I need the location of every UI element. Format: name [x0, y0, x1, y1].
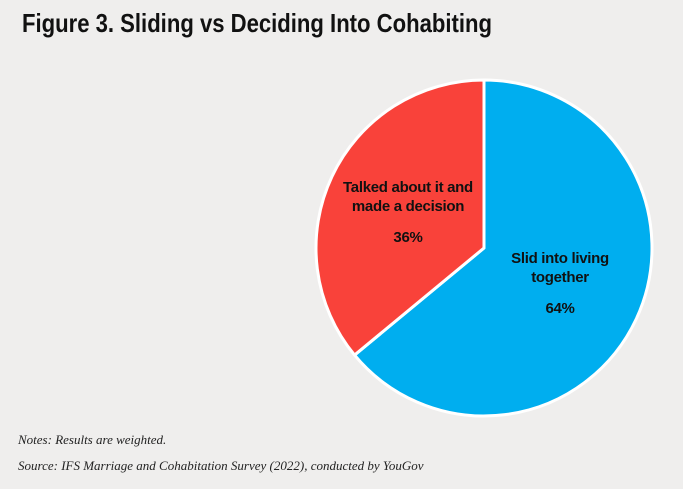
slice-label: Talked about it and made a decision 36%	[343, 178, 473, 247]
slice-category: Slid into living together	[511, 250, 609, 287]
chart-title: Figure 3. Sliding vs Deciding Into Cohab…	[22, 8, 492, 38]
pie-slice	[353, 78, 654, 418]
pie-slice	[314, 78, 486, 357]
source: Source: IFS Marriage and Cohabitation Su…	[18, 458, 424, 473]
slice-value: 36%	[393, 228, 423, 246]
note: Notes: Results are weighted.	[18, 432, 167, 447]
slice-category: Talked about it and made a decision	[343, 178, 473, 215]
slice-value: 64%	[545, 300, 575, 318]
slice-label: Slid into living together 64%	[495, 249, 625, 318]
